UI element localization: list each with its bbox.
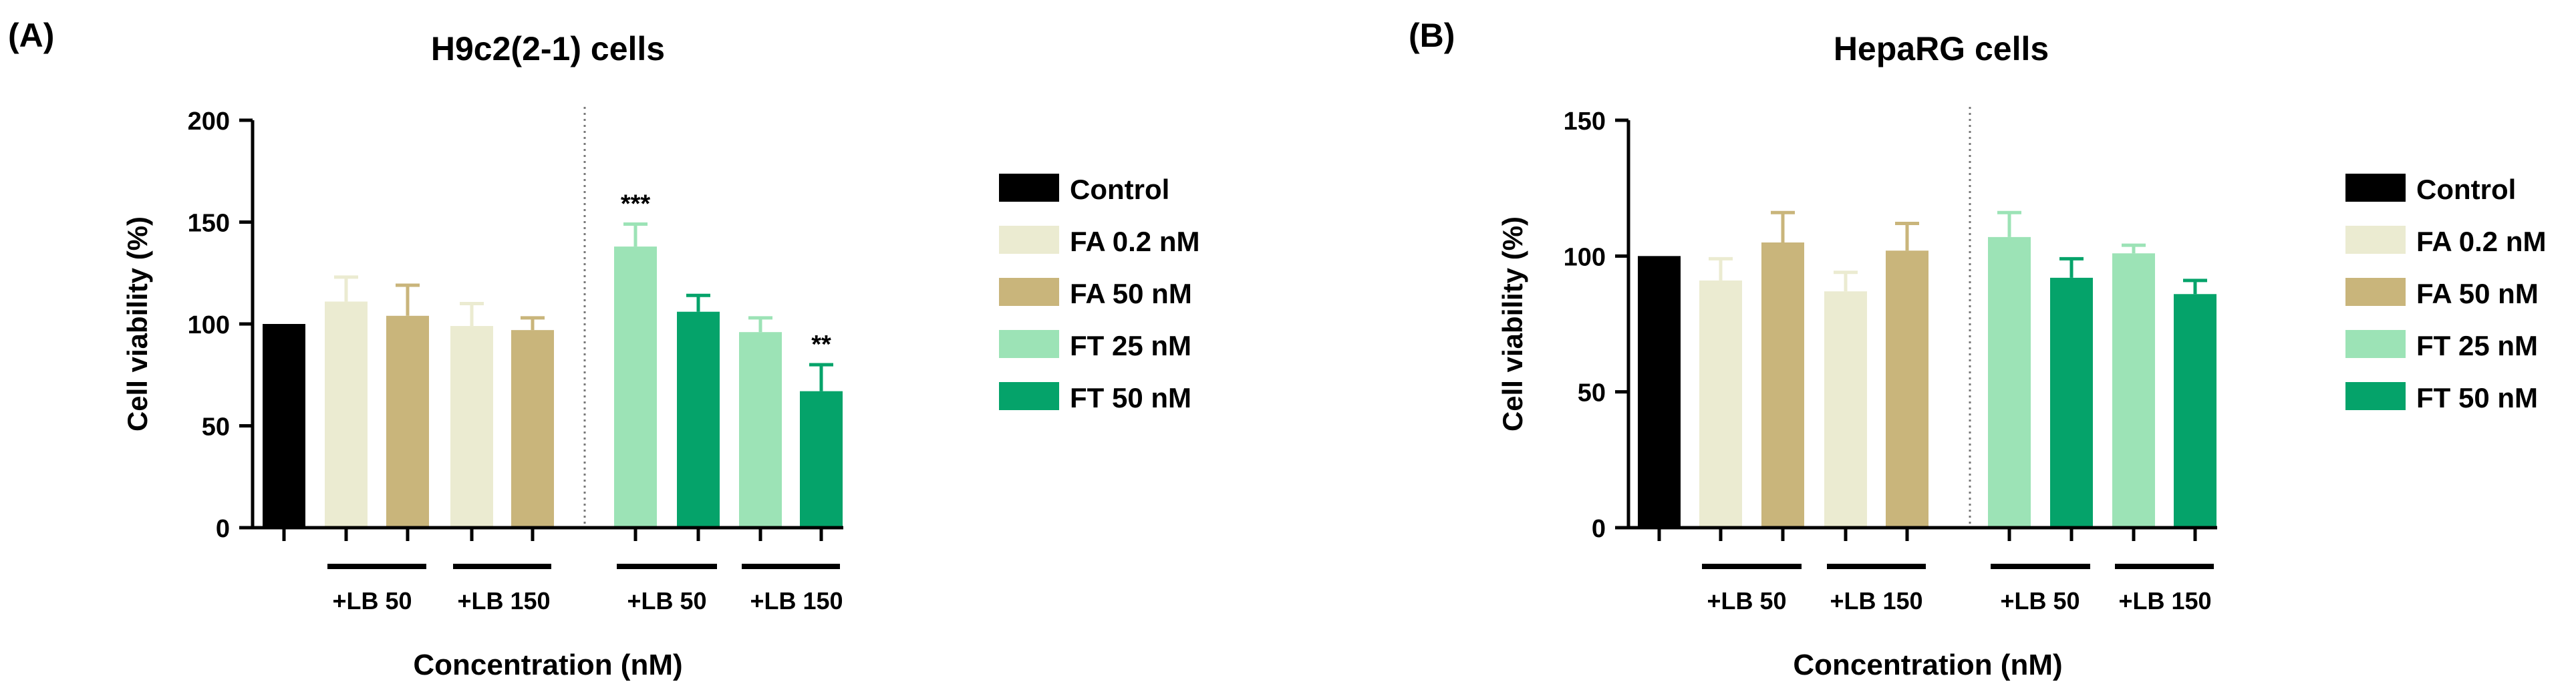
bar-1: [1638, 256, 1681, 528]
group-label-3: +LB 50: [2000, 587, 2080, 615]
bar-5: [1886, 250, 1928, 528]
x-axis-label: Concentration (nM): [1793, 649, 2062, 681]
bar-3: [386, 315, 429, 528]
bar-4: [450, 326, 493, 528]
y-tick-label: 0: [1592, 515, 1606, 543]
y-tick-label: 150: [1564, 108, 1606, 136]
y-tick-label: 100: [1564, 243, 1606, 271]
group-label-4: +LB 150: [750, 587, 843, 615]
bar-9: [2174, 294, 2216, 528]
y-tick-label: 50: [1578, 379, 1606, 407]
bar-7: [677, 311, 720, 528]
bar-8: [2112, 253, 2155, 528]
bar-1: [263, 324, 305, 528]
y-axis-label: Cell viability (%): [122, 216, 153, 432]
bar-6: [1988, 236, 2031, 528]
bar-7: [2050, 277, 2093, 528]
panel-label: (A): [8, 17, 54, 54]
legend-swatch-1: [2345, 174, 2406, 202]
legend-label-1: Control: [1070, 174, 1169, 205]
bar-9: [800, 391, 843, 528]
group-label-2: +LB 150: [457, 587, 550, 615]
y-tick-label: 0: [216, 515, 230, 543]
legend-swatch-3: [999, 278, 1059, 306]
legend-swatch-5: [999, 382, 1059, 410]
x-axis-label: Concentration (nM): [413, 649, 682, 681]
legend-swatch-2: [999, 226, 1059, 254]
y-tick-label: 100: [188, 311, 230, 339]
group-label-1: +LB 50: [1707, 587, 1786, 615]
legend-swatch-1: [999, 174, 1059, 202]
bar-3: [1761, 242, 1804, 528]
legend-swatch-4: [999, 330, 1059, 358]
legend-swatch-2: [2345, 226, 2406, 254]
legend-label-5: FT 50 nM: [2416, 382, 2538, 413]
group-label-1: +LB 50: [332, 587, 412, 615]
bar-5: [511, 330, 554, 528]
legend-swatch-4: [2345, 330, 2406, 358]
y-tick-label: 150: [188, 210, 230, 238]
chart-title: HepaRG cells: [1834, 30, 2049, 67]
group-label-2: +LB 150: [1830, 587, 1922, 615]
legend-label-2: FA 0.2 nM: [1070, 226, 1199, 257]
group-label-4: +LB 150: [2118, 587, 2211, 615]
y-axis-label: Cell viability (%): [1497, 216, 1528, 432]
legend-swatch-5: [2345, 382, 2406, 410]
bar-2: [325, 301, 368, 528]
significance-label: **: [811, 331, 831, 359]
y-tick-label: 200: [188, 108, 230, 136]
legend-label-2: FA 0.2 nM: [2416, 226, 2546, 257]
significance-label: ***: [621, 190, 651, 218]
bar-6: [614, 246, 657, 528]
chart-title: H9c2(2-1) cells: [431, 30, 665, 67]
bar-4: [1824, 291, 1867, 528]
legend-label-4: FT 25 nM: [2416, 330, 2538, 361]
legend-label-3: FA 50 nM: [2416, 278, 2539, 309]
legend-label-3: FA 50 nM: [1070, 278, 1192, 309]
bar-2: [1699, 280, 1742, 528]
panel-label: (B): [1409, 17, 1455, 54]
bar-8: [739, 332, 782, 528]
legend-label-5: FT 50 nM: [1070, 382, 1191, 413]
y-tick-label: 50: [202, 413, 230, 442]
legend-label-4: FT 25 nM: [1070, 330, 1191, 361]
legend-label-1: Control: [2416, 174, 2516, 205]
legend-swatch-3: [2345, 278, 2406, 306]
group-label-3: +LB 50: [627, 587, 706, 615]
